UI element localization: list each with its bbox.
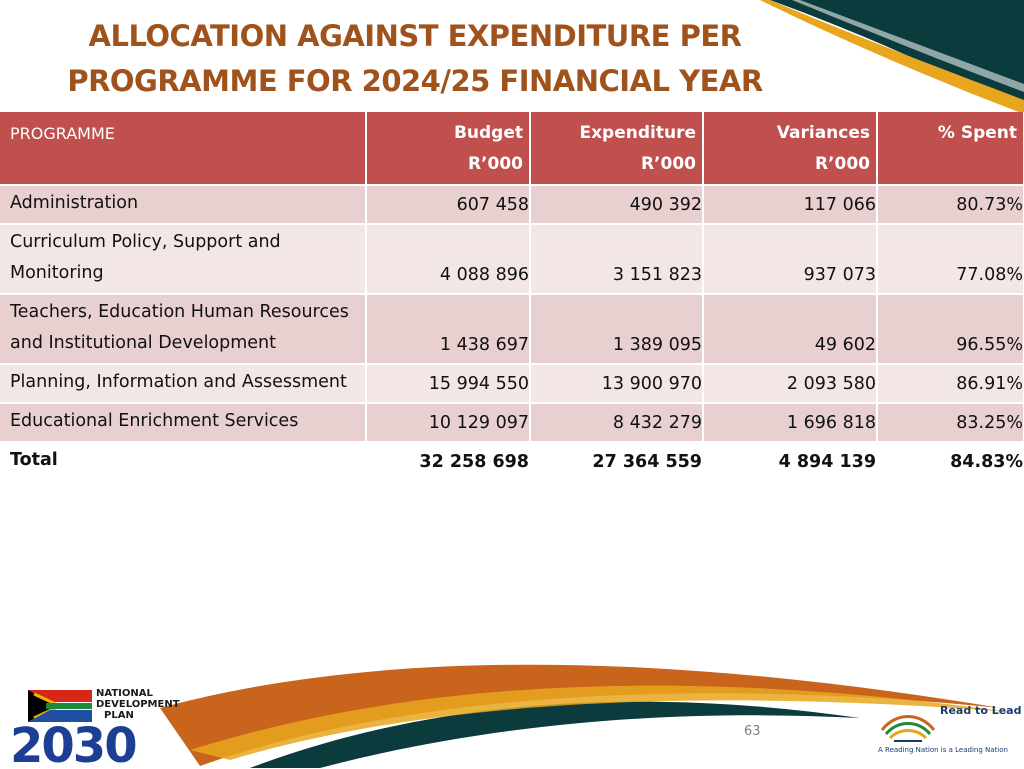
header-expenditure-unit: R’000 bbox=[640, 154, 696, 174]
read-to-lead-tagline: A Reading Nation is a Leading Nation bbox=[878, 746, 1008, 754]
read-to-lead-book-icon bbox=[880, 715, 936, 742]
header-variances: Variances R’000 bbox=[703, 112, 878, 186]
expenditure-cell: 1 389 095 bbox=[530, 294, 704, 365]
expenditure-cell: 3 151 823 bbox=[530, 224, 704, 295]
table-row: Planning, Information and Assessment 15 … bbox=[0, 364, 1024, 404]
ndp-line-2: DEVELOPMENT bbox=[96, 699, 180, 710]
ndp-line-1: NATIONAL bbox=[96, 688, 153, 699]
spent-cell: 96.55% bbox=[877, 294, 1024, 365]
table-row: Teachers, Education Human Resources and … bbox=[0, 294, 1024, 365]
title-line-1: ALLOCATION AGAINST EXPENDITURE PER bbox=[88, 19, 742, 53]
total-spent-cell: 84.83% bbox=[877, 442, 1024, 482]
header-variances-label: Variances bbox=[776, 123, 870, 143]
table-row: Administration 607 458 490 392 117 066 8… bbox=[0, 185, 1024, 225]
read-to-lead-title: Read to Lead bbox=[940, 704, 1022, 717]
page-title: ALLOCATION AGAINST EXPENDITURE PER PROGR… bbox=[0, 14, 830, 104]
header-expenditure: Expenditure R’000 bbox=[530, 112, 704, 186]
header-budget-label: Budget bbox=[453, 123, 523, 143]
total-row: Total 32 258 698 27 364 559 4 894 139 84… bbox=[0, 442, 1024, 482]
expenditure-cell: 13 900 970 bbox=[530, 364, 704, 404]
variance-cell: 1 696 818 bbox=[703, 403, 878, 443]
budget-cell: 10 129 097 bbox=[366, 403, 531, 443]
allocation-table: PROGRAMME Budget R’000 Expenditure R’000… bbox=[0, 112, 1024, 482]
variance-cell: 937 073 bbox=[703, 224, 878, 295]
table-row: Educational Enrichment Services 10 129 0… bbox=[0, 403, 1024, 443]
total-expenditure-cell: 27 364 559 bbox=[530, 442, 704, 482]
header-programme: PROGRAMME bbox=[0, 112, 367, 186]
spent-cell: 80.73% bbox=[877, 185, 1024, 225]
header-budget-unit: R’000 bbox=[467, 154, 523, 174]
variance-cell: 117 066 bbox=[703, 185, 878, 225]
total-variance-cell: 4 894 139 bbox=[703, 442, 878, 482]
read-to-lead-logo: Read to Lead A Reading Nation is a Leadi… bbox=[878, 700, 1022, 762]
budget-cell: 4 088 896 bbox=[366, 224, 531, 295]
programme-cell: Educational Enrichment Services bbox=[0, 403, 367, 443]
spent-cell: 86.91% bbox=[877, 364, 1024, 404]
spent-cell: 77.08% bbox=[877, 224, 1024, 295]
header-variances-unit: R’000 bbox=[814, 154, 870, 174]
budget-cell: 607 458 bbox=[366, 185, 531, 225]
programme-cell: Planning, Information and Assessment bbox=[0, 364, 367, 404]
expenditure-cell: 490 392 bbox=[530, 185, 704, 225]
header-budget: Budget R’000 bbox=[366, 112, 531, 186]
spent-cell: 83.25% bbox=[877, 403, 1024, 443]
header-expenditure-label: Expenditure bbox=[579, 123, 696, 143]
expenditure-cell: 8 432 279 bbox=[530, 403, 704, 443]
ndp-year: 2030 bbox=[10, 718, 136, 764]
table-row: Curriculum Policy, Support and Monitorin… bbox=[0, 224, 1024, 295]
budget-cell: 15 994 550 bbox=[366, 364, 531, 404]
programme-cell: Curriculum Policy, Support and Monitorin… bbox=[0, 224, 367, 295]
ndp-line-3: PLAN bbox=[104, 710, 134, 721]
title-line-2: PROGRAMME FOR 2024/25 FINANCIAL YEAR bbox=[67, 64, 763, 98]
budget-cell: 1 438 697 bbox=[366, 294, 531, 365]
header-spent: % Spent bbox=[877, 112, 1024, 186]
variance-cell: 2 093 580 bbox=[703, 364, 878, 404]
table-header-row: PROGRAMME Budget R’000 Expenditure R’000… bbox=[0, 112, 1024, 186]
total-budget-cell: 32 258 698 bbox=[366, 442, 531, 482]
ndp-2030-logo: NATIONAL DEVELOPMENT PLAN 2030 bbox=[8, 672, 188, 769]
programme-cell: Teachers, Education Human Resources and … bbox=[0, 294, 367, 365]
total-label-cell: Total bbox=[0, 442, 367, 482]
programme-cell: Administration bbox=[0, 185, 367, 225]
page-number: 63 bbox=[744, 724, 761, 739]
variance-cell: 49 602 bbox=[703, 294, 878, 365]
